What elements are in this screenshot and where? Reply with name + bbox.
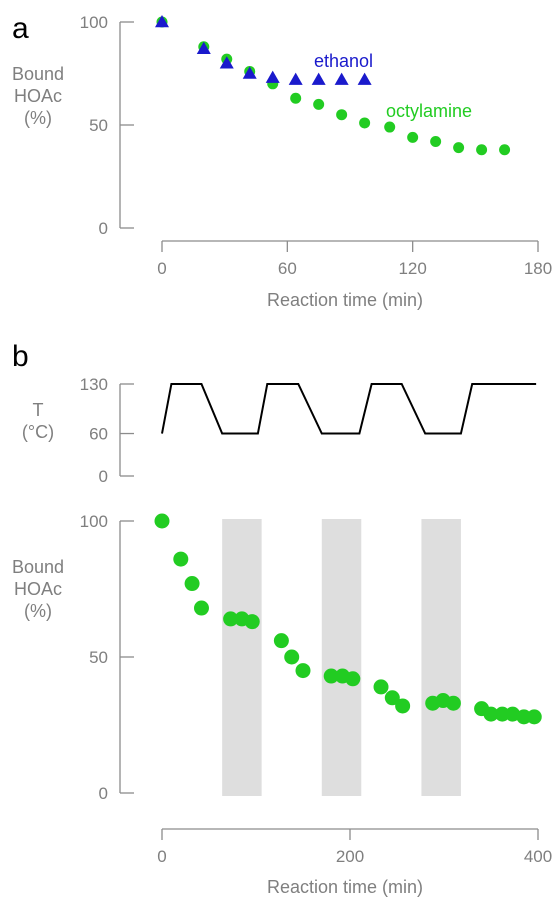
octylamine-series-label: octylamine (386, 101, 472, 121)
panel-label-a: a (12, 12, 29, 45)
panel-b-temp-y-axis-title: (°C) (22, 422, 54, 442)
ethanol-point (219, 56, 234, 69)
panel-a-y-tick-label: 100 (80, 13, 108, 32)
bound-hoac-point (345, 671, 361, 687)
low-temperature-shaded-band (421, 519, 461, 796)
bound-hoac-point (273, 633, 289, 649)
octylamine-point (336, 109, 348, 121)
ethanol-point (334, 72, 349, 85)
bound-hoac-point (284, 649, 300, 665)
ethanol-point (242, 66, 257, 79)
panel-a-y-tick-label: 50 (89, 116, 108, 135)
bound-hoac-point (516, 709, 532, 725)
bound-hoac-point (223, 611, 239, 627)
bound-hoac-point (295, 663, 311, 679)
octylamine-point (313, 98, 325, 110)
low-temperature-shaded-band (321, 519, 362, 796)
panel-a-x-tick-label: 180 (524, 259, 552, 278)
octylamine-point (290, 92, 302, 104)
panel-b-temp-y-axis-title: T (33, 400, 44, 420)
octylamine-point (430, 135, 442, 147)
bound-hoac-point (184, 576, 200, 592)
panel-b-x-tick-label: 200 (336, 847, 364, 866)
panel-a-y-axis-title: HOAc (14, 86, 62, 106)
bound-hoac-point (395, 698, 411, 714)
bound-hoac-point (373, 679, 389, 695)
panel-b-temp-y-tick-label: 130 (80, 375, 108, 394)
panel-b-x-axis-title: Reaction time (min) (267, 877, 423, 897)
panel-b-temp-y-tick-label: 0 (99, 467, 108, 486)
bound-hoac-point (505, 706, 521, 722)
octylamine-point (384, 121, 396, 133)
panel-a-y-axis-title: Bound (12, 64, 64, 84)
panel-label-b: b (12, 340, 29, 373)
ethanol-point (155, 15, 169, 28)
panel-b-y-tick-label: 0 (99, 784, 108, 803)
panel-b-y-tick-label: 100 (80, 512, 108, 531)
bound-hoac-point (154, 513, 170, 529)
octylamine-point (453, 142, 465, 154)
bound-hoac-point (323, 668, 339, 684)
bound-hoac-point (173, 551, 189, 567)
temperature-profile-line (161, 383, 537, 435)
ethanol-point (311, 72, 326, 85)
panel-b-temp-y-tick-label: 60 (89, 425, 108, 444)
bound-hoac-point (483, 706, 499, 722)
ethanol-point (265, 70, 280, 83)
panel-b-y-tick-label: 50 (89, 648, 108, 667)
ethanol-point (357, 72, 372, 85)
ethanol-point (288, 72, 303, 85)
panel-b-y-axis-title: HOAc (14, 579, 62, 599)
octylamine-point (359, 117, 371, 129)
panel-b-y-axis-title: (%) (24, 601, 52, 621)
low-temperature-shaded-band (222, 519, 262, 796)
bound-hoac-point (244, 614, 260, 630)
octylamine-point (476, 144, 488, 156)
panel-b-x-tick-label: 0 (157, 847, 166, 866)
panel-a-x-axis-title: Reaction time (min) (267, 290, 423, 310)
octylamine-point (499, 144, 511, 156)
bound-hoac-point (193, 600, 209, 616)
octylamine-point (407, 131, 419, 143)
panel-a-x-tick-label: 120 (398, 259, 426, 278)
panel-b-y-axis-title: Bound (12, 557, 64, 577)
bound-hoac-point (526, 709, 542, 725)
panel-b-x-tick-label: 400 (524, 847, 552, 866)
ethanol-series-label: ethanol (314, 51, 373, 71)
panel-a-x-tick-label: 60 (278, 259, 297, 278)
panel-a-x-tick-label: 0 (157, 259, 166, 278)
ethanol-point (196, 41, 211, 55)
panel-a-y-tick-label: 0 (99, 219, 108, 238)
bound-hoac-point (494, 706, 510, 722)
bound-hoac-point (445, 695, 461, 711)
bound-hoac-point (384, 690, 400, 706)
panel-a-y-axis-title: (%) (24, 108, 52, 128)
